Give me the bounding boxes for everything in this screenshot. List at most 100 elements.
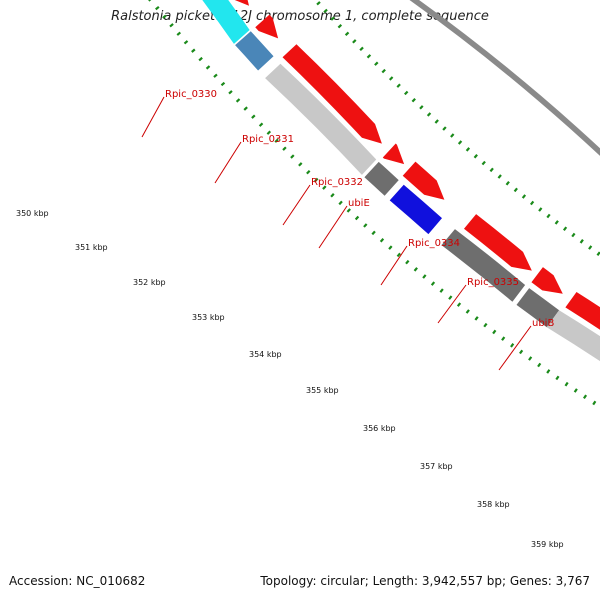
kbp-label: 358 kbp [477,500,510,509]
tick-mark [290,154,295,159]
tick-mark [396,83,401,88]
tick-mark [483,322,488,328]
topology-summary: Topology: circular; Length: 3,942,557 bp… [260,574,590,588]
tick-mark [213,73,218,78]
tick-mark [316,1,321,6]
cds-arrow [282,44,382,144]
tick-mark [448,295,453,300]
tick-mark [505,180,510,186]
tick-mark [251,114,256,119]
kbp-label: 350 kbp [16,209,49,218]
tick-mark [243,106,248,111]
tick-mark [354,215,360,221]
gene-callout-line [318,205,348,249]
tick-mark [582,394,588,400]
gene-label: ubiB [532,318,554,329]
gene-label: Rpic_0330 [165,89,217,100]
tick-mark [176,31,181,36]
tick-mark [562,226,568,231]
cds-arrow [382,143,405,165]
tick-mark [330,193,335,198]
tick-mark [579,239,584,244]
tick-mark [457,140,463,145]
tick-mark [388,245,393,250]
tick-mark [555,375,560,381]
tick-mark [481,160,486,166]
tick-mark [366,54,372,59]
kbp-label: 354 kbp [249,350,282,359]
gene-block-rpic-0331 [265,63,377,175]
tick-mark [411,97,416,103]
accession-label: Accession: NC_010682 [9,574,146,588]
tick-mark [546,369,551,374]
gene-callout-line [141,96,165,138]
tick-mark [183,40,189,45]
cds-arrow [463,214,532,271]
tick-mark [396,252,401,258]
gene-label: Rpic_0332 [311,177,363,188]
tick-mark [148,0,152,2]
tick-mark [546,213,551,219]
gene-block-rpic-0335 [516,288,560,328]
tick-mark [473,154,478,159]
tick-mark [363,223,368,228]
tick-mark [266,130,272,135]
tick-mark [537,362,542,368]
tick-mark [371,230,376,236]
tick-mark [554,220,559,225]
map-title: Ralstonia pickettii 12J chromosome 1, co… [111,9,489,24]
tick-mark [497,174,502,179]
tick-mark [337,24,343,29]
tick-mark [220,81,226,87]
tick-mark [404,90,409,96]
tick-mark [274,138,279,143]
outer-tick-track [148,0,597,406]
cds-arrow [234,0,250,6]
kbp-label: 357 kbp [420,462,453,471]
tick-mark [592,400,597,406]
gene-label: Rpic_0335 [467,277,519,288]
gene-callout-line [282,184,311,226]
tick-mark [169,23,174,28]
tick-mark [381,68,386,74]
gene-label: Rpic_0331 [242,134,294,145]
tick-mark [528,356,533,361]
tick-mark [529,200,535,206]
gene-callouts: Rpic_0330 Rpic_0331 Rpic_0332 ubiE Rpic_0334… [141,89,554,371]
tick-mark [338,200,343,206]
kbp-labels: 350 kbp 351 kbp 352 kbp 353 kbp 354 kbp 355 k… [16,209,564,549]
tick-mark [330,16,335,21]
tick-mark [521,194,527,199]
tick-mark [413,267,418,272]
tick-mark [439,288,444,293]
tick-mark [510,343,515,348]
cds-arrow [531,267,563,294]
gene-callout-line [498,325,532,371]
gene-label: Rpic_0334 [408,238,460,249]
tick-mark [155,5,160,11]
tick-mark [492,329,497,335]
tick-mark [298,162,303,167]
gene-block-steel [235,31,274,71]
tick-mark [191,48,196,53]
tick-mark [198,56,203,62]
gene-block-cyan [202,0,250,44]
gene-callout-line [380,245,408,286]
tick-mark [442,126,447,131]
tick-mark [426,112,432,117]
tick-mark [306,169,311,175]
gene-block-ubib [546,310,600,362]
cds-track [234,0,600,330]
tick-mark [434,119,439,124]
inner-tick-track [316,1,600,256]
gene-block-ubie [389,184,442,235]
tick-mark [538,207,543,212]
tick-mark [465,309,470,314]
kbp-label: 359 kbp [531,540,564,549]
tick-mark [513,187,518,193]
kbp-label: 355 kbp [306,386,339,395]
tick-mark [465,147,471,152]
tick-mark [564,381,569,387]
